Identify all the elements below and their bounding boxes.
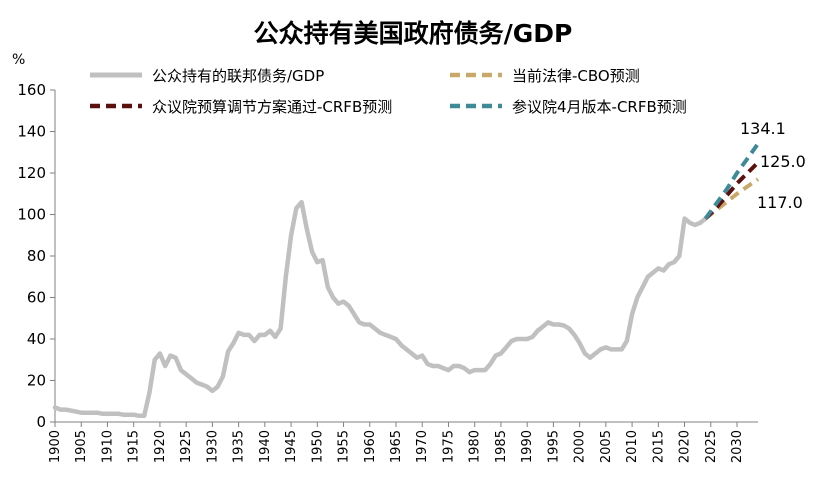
y-tick-label: 100 [17, 206, 46, 224]
plot-area [52, 142, 760, 419]
x-tick-label: 1960 [363, 430, 378, 463]
y-axis-unit: % [12, 52, 25, 68]
x-tick-label: 1995 [546, 430, 561, 463]
y-tick-label: 0 [36, 413, 46, 431]
y-axis: 0 20 40 60 80 100 120 140 160 [17, 81, 56, 431]
series-line-3 [703, 142, 760, 220]
x-tick-label: 1945 [284, 430, 299, 463]
x-tick-label: 2015 [651, 430, 666, 463]
x-tick-label: 1985 [494, 430, 509, 463]
annotations: 134.1 125.0 117.0 [740, 119, 806, 212]
data-label-1: 125.0 [760, 152, 806, 171]
x-tick-label: 1940 [258, 430, 273, 463]
legend-label-3: 参议院4月版本-CRFB预测 [512, 98, 687, 116]
data-label-2: 117.0 [757, 193, 803, 212]
y-tick-label: 140 [17, 123, 46, 141]
x-tick-label: 1955 [337, 430, 352, 463]
x-tick-label: 1905 [74, 430, 89, 463]
y-tick-label: 160 [17, 81, 46, 99]
x-tick-label: 1975 [441, 430, 456, 463]
x-tick-label: 2020 [678, 430, 693, 463]
x-tick-label: 2000 [573, 430, 588, 463]
legend: 公众持有的联邦债务/GDP 当前法律-CBO预测众议院预算调节方案通过-CRFB预… [90, 67, 687, 116]
x-tick-label: 1935 [232, 430, 247, 463]
y-tick-label: 60 [27, 289, 46, 307]
x-tick-label: 2025 [704, 430, 719, 463]
legend-label-0: 公众持有的联邦债务/GDP [152, 67, 324, 85]
y-tick-label: 20 [27, 372, 46, 390]
x-tick-label: 2010 [625, 430, 640, 463]
y-tick-label: 40 [27, 330, 46, 348]
x-tick-label: 2005 [599, 430, 614, 463]
y-tick-label: 120 [17, 164, 46, 182]
x-tick-label: 1970 [415, 430, 430, 463]
chart-title: 公众持有美国政府债务/GDP [254, 19, 573, 48]
x-tick-label: 1920 [153, 430, 168, 463]
x-tick-label: 1930 [205, 430, 220, 463]
x-tick-label: 1950 [310, 430, 325, 463]
x-tick-label: 1965 [389, 430, 404, 463]
x-tick-label: 1900 [48, 430, 63, 463]
x-tick-label: 1925 [179, 430, 194, 463]
legend-label-2: 众议院预算调节方案通过-CRFB预测 [152, 98, 392, 116]
x-tick-label: 1990 [520, 430, 535, 463]
series-line-1 [704, 177, 760, 221]
series-line-2 [704, 161, 760, 221]
x-tick-label: 1915 [127, 430, 142, 463]
x-tick-label: 2030 [730, 430, 745, 463]
x-tick-label: 1980 [468, 430, 483, 463]
x-tick-label: 1910 [100, 430, 115, 463]
x-axis: 1900 1905 1910 1915 1920 1925 1930 1935 1940 1945… [48, 421, 758, 463]
y-tick-label: 80 [27, 247, 46, 265]
data-label-0: 134.1 [740, 119, 786, 138]
series-line-0 [52, 199, 708, 419]
legend-label-1: 当前法律-CBO预测 [512, 67, 640, 85]
